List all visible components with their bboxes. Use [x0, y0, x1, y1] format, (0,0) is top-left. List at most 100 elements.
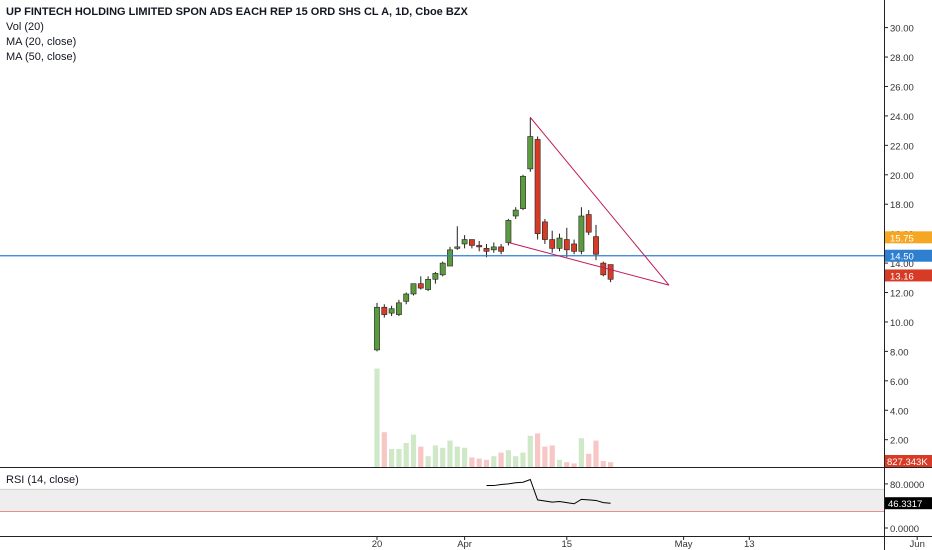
candle-body [563, 239, 570, 251]
volume-bar [410, 434, 417, 467]
y-tick-label: 20.00 [890, 171, 914, 182]
candle-body [395, 302, 402, 315]
volume-bar [374, 368, 380, 467]
candle-body [461, 239, 468, 245]
volume-bar [454, 446, 460, 467]
y-tick-label: 18.00 [890, 200, 914, 211]
price-labels: 15.75 14.50 13.16 827.343K 46.3317 [885, 231, 932, 510]
candle-body [527, 136, 534, 170]
volume-bar [403, 443, 409, 467]
volume-bar [476, 458, 482, 467]
symbol-title[interactable]: UP FINTECH HOLDING LIMITED SPON ADS EACH… [6, 6, 468, 18]
legend-ma20[interactable]: MA (20, close) [6, 36, 77, 48]
candle-body [549, 239, 556, 249]
candle-body [483, 248, 490, 252]
volume-bar [483, 459, 490, 467]
volume-bar [381, 432, 387, 467]
price-label-text: 15.75 [890, 233, 914, 244]
y-tick-label: 22.00 [890, 141, 914, 152]
price-label-text: 13.16 [890, 271, 914, 282]
candlesticks [374, 117, 614, 352]
x-tick-label: 13 [744, 539, 755, 550]
x-tick-label: May [675, 539, 693, 550]
rsi-line [486, 478, 611, 505]
y-tick-label: 4.00 [890, 406, 909, 417]
y-tick-label: 12.00 [890, 289, 914, 300]
volume-bar [440, 447, 446, 467]
volume-bar [389, 449, 395, 467]
candle-body [556, 237, 563, 249]
volume-bar [425, 456, 431, 467]
chart-legend: UP FINTECH HOLDING LIMITED SPON ADS EACH… [6, 5, 468, 65]
candle-body [432, 273, 439, 280]
x-tick-label: 20 [372, 539, 383, 550]
y-tick-label: 28.00 [890, 53, 914, 64]
candle-body [571, 243, 577, 252]
volume-bar [462, 447, 468, 467]
y-tick-label: 26.00 [890, 82, 914, 93]
volume-bar [491, 456, 497, 467]
candle-body [593, 236, 599, 255]
candle-body [512, 209, 519, 217]
legend-vol[interactable]: Vol (20) [6, 21, 44, 33]
candle-body [374, 306, 380, 351]
volume-bar [586, 453, 592, 467]
candle-body [425, 278, 431, 290]
x-tick-label: 15 [562, 539, 573, 550]
rsi-value-box [885, 497, 932, 510]
candle-body [498, 246, 504, 252]
candle-body [417, 283, 424, 289]
candle-body [381, 306, 388, 315]
volume-bar [498, 452, 504, 467]
rsi-value-text: 46.3317 [888, 499, 922, 510]
x-tick-label: Apr [457, 539, 472, 550]
price-label-box [885, 269, 932, 282]
x-tick-label: Jun [910, 539, 925, 550]
volume-bar [542, 446, 548, 467]
y-tick-label: 24.00 [890, 112, 914, 123]
volume-bar [432, 445, 438, 467]
volume-bar [520, 452, 526, 467]
volume-bar [600, 461, 606, 467]
candle-body [600, 262, 607, 276]
wedge-line [529, 117, 670, 286]
candle-body [505, 220, 512, 243]
volume-bar [447, 440, 453, 467]
candle-body [447, 249, 453, 267]
candle-body [388, 308, 395, 314]
volume-bar [549, 445, 555, 467]
price-label-box [885, 231, 932, 244]
candle-body [410, 283, 417, 295]
volume-bar [564, 462, 570, 467]
candle-body [541, 221, 548, 240]
candle-body [403, 293, 410, 302]
y-tick-label: 14.00 [890, 259, 914, 270]
y-tick-label: 8.00 [890, 347, 909, 358]
volume-bar [556, 459, 563, 467]
candle-body [490, 246, 497, 251]
rsi-legend[interactable]: RSI (14, close) [6, 474, 79, 486]
rsi-tick-label: 80.0000 [890, 480, 924, 491]
wedge-line [508, 241, 670, 286]
rsi-band [0, 489, 884, 512]
candle-body [578, 215, 585, 252]
y-tick-label: 10.00 [890, 318, 914, 329]
price-label-box [885, 249, 932, 262]
volume-bar [527, 435, 533, 467]
volume-bar [571, 463, 577, 467]
candle-body [585, 214, 592, 233]
volume-bar [608, 462, 614, 467]
drawing-overlays [0, 117, 884, 286]
volume-bar [578, 438, 584, 467]
y-tick-label: 2.00 [890, 436, 909, 447]
rsi-pane [0, 478, 884, 512]
volume-label-text: 827.343K [887, 457, 928, 468]
volume-bar [513, 456, 519, 467]
y-tick-label: 30.00 [890, 24, 914, 35]
volume-bar [593, 440, 599, 467]
legend-ma50[interactable]: MA (50, close) [6, 51, 77, 63]
price-label-text: 14.50 [890, 252, 914, 263]
candle-body [476, 245, 483, 248]
